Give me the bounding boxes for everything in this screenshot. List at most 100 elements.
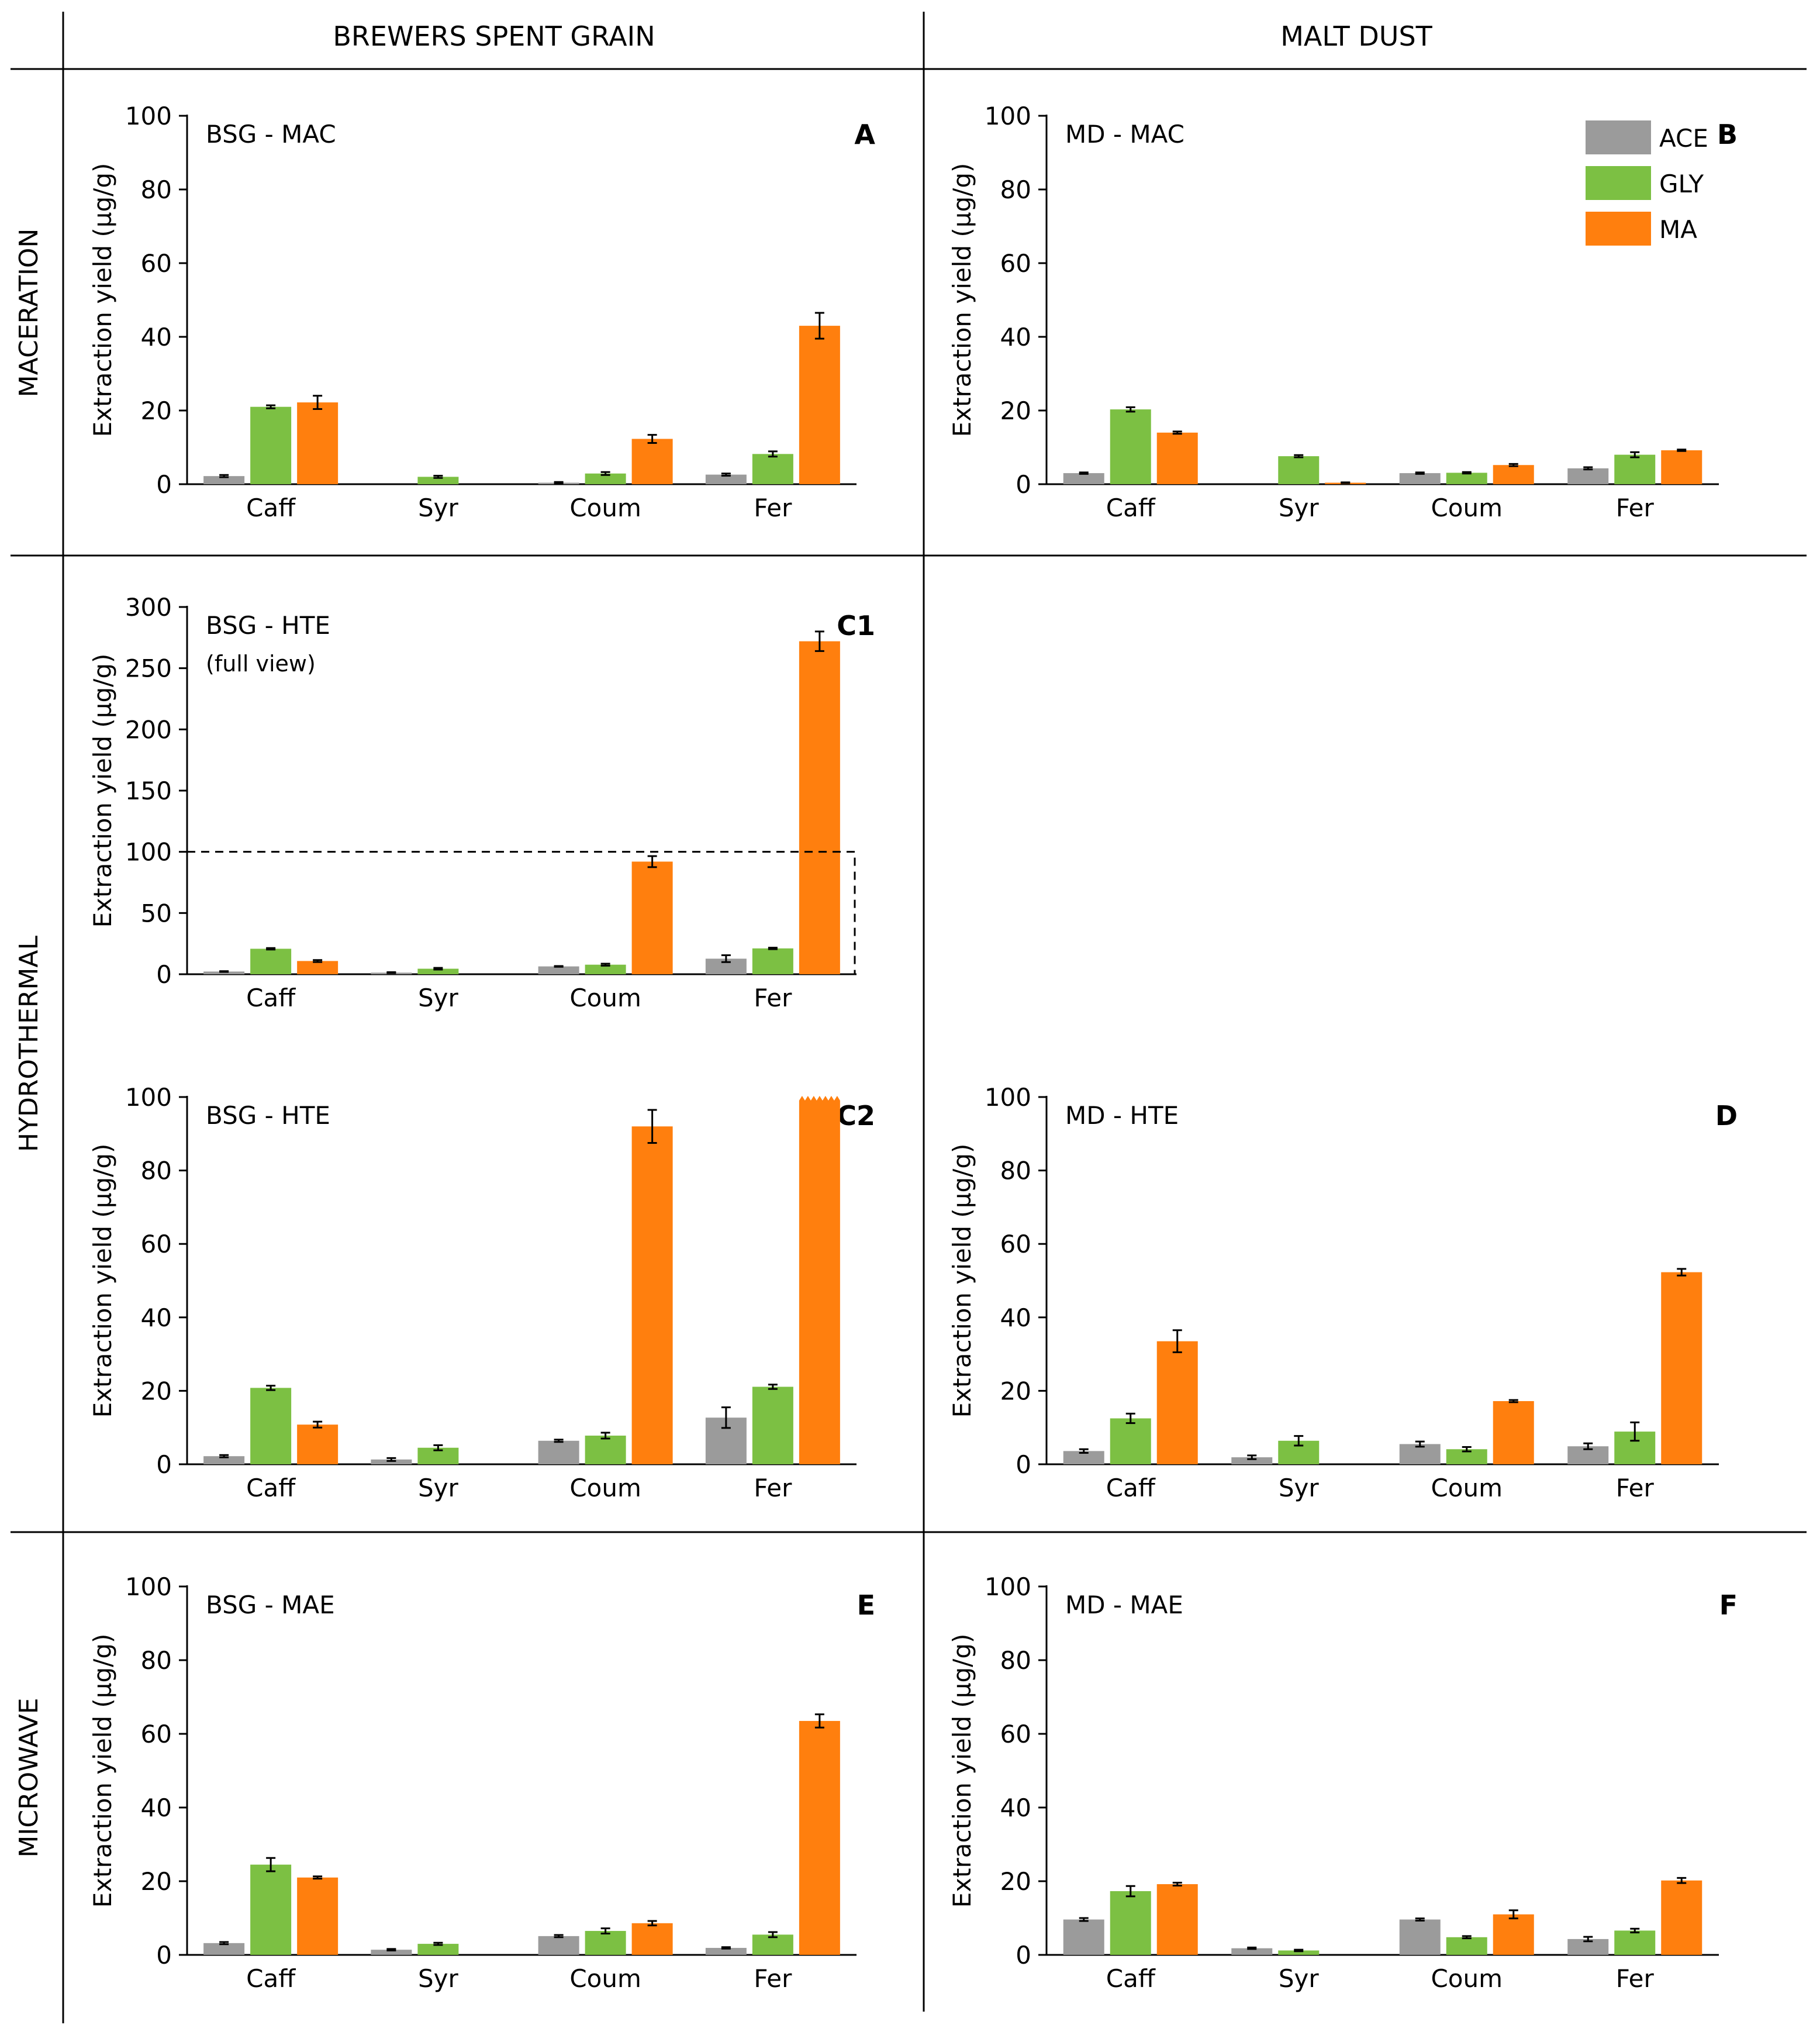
y-tick-label: 300 — [125, 593, 172, 622]
x-tick-label: Coum — [569, 984, 641, 1012]
x-tick-label: Syr — [1279, 494, 1320, 522]
error-bar — [647, 1920, 657, 1927]
bar-ace-caff — [1063, 1919, 1104, 1955]
chart-panel-B: 0 20 40 60 80 100 Extraction yield (µg/g) MD - … — [948, 102, 1738, 522]
error-bar — [1172, 430, 1182, 435]
error-bar — [554, 965, 564, 968]
error-bar — [1125, 406, 1135, 413]
bar-gly-syr — [417, 477, 459, 484]
bar-ma-coum — [631, 1126, 673, 1464]
error-bar — [554, 481, 564, 485]
chart-title: MD - HTE — [1065, 1101, 1179, 1130]
error-bar — [647, 1109, 657, 1144]
y-tick-label: 80 — [1000, 175, 1031, 204]
error-bar — [1508, 463, 1518, 467]
y-tick-label: 0 — [1016, 470, 1031, 499]
y-tick-label: 80 — [1000, 1157, 1031, 1185]
error-bar — [313, 1420, 323, 1429]
error-bar — [814, 630, 824, 652]
panel-label: F — [1719, 1589, 1738, 1621]
error-bar — [1630, 451, 1640, 458]
y-tick-label: 100 — [985, 1572, 1031, 1601]
error-bar — [433, 475, 443, 479]
legend-label-gly: GLY — [1659, 170, 1704, 198]
x-tick-label: Fer — [754, 494, 792, 522]
error-bar — [1583, 466, 1593, 471]
y-tick-label: 200 — [125, 715, 172, 744]
bar-gly-caff — [1110, 1418, 1151, 1464]
x-tick-label: Coum — [569, 494, 641, 522]
bar-gly-fer — [752, 1386, 793, 1464]
error-bar — [1508, 1399, 1518, 1403]
chart-panel-D: 0 20 40 60 80 100 Extraction yield (µg/g) MD - … — [948, 1083, 1738, 1502]
chart-title: BSG - MAE — [206, 1591, 335, 1619]
y-tick-label: 80 — [141, 175, 172, 204]
y-tick-label: 100 — [985, 102, 1031, 130]
error-bar — [814, 312, 824, 340]
bar-gly-fer — [752, 454, 793, 484]
y-tick-label: 80 — [141, 1157, 172, 1185]
x-tick-label: Syr — [418, 1964, 459, 1993]
error-bar — [721, 472, 731, 477]
panel-label: C2 — [837, 1100, 875, 1132]
y-axis-label: Extraction yield (µg/g) — [88, 654, 117, 928]
bar-gly-fer — [1614, 454, 1656, 484]
y-tick-label: 250 — [125, 654, 172, 683]
y-tick-label: 100 — [125, 838, 172, 867]
y-tick-label: 100 — [125, 102, 172, 130]
y-tick-label: 40 — [1000, 323, 1031, 351]
x-tick-label: Fer — [1616, 1474, 1655, 1502]
bar-ace-coum — [538, 966, 579, 974]
bar-ace-coum — [1399, 1919, 1441, 1955]
y-axis-label: Extraction yield (µg/g) — [948, 163, 976, 437]
bar-ace-caff — [203, 476, 245, 484]
y-tick-label: 20 — [141, 1377, 172, 1405]
bar-gly-syr — [417, 1944, 459, 1955]
error-bar — [768, 947, 778, 950]
bar-ace-coum — [1399, 473, 1441, 484]
error-bar — [1415, 471, 1425, 475]
chart-panel-C1: 0 50 100 150 200 250 300 Extraction yield (µg/g… — [88, 593, 875, 1012]
error-bar — [313, 1875, 323, 1880]
x-tick-label: Caff — [1106, 1474, 1156, 1502]
error-bar — [768, 1931, 778, 1939]
x-tick-label: Syr — [418, 1474, 459, 1502]
bar-gly-caff — [250, 406, 292, 484]
bar-ma-coum — [1493, 1401, 1534, 1464]
panel-label: C1 — [837, 610, 875, 641]
bar-ma-fer — [799, 1720, 840, 1955]
chart-title: BSG - HTE — [206, 1101, 330, 1130]
error-bar — [1125, 1412, 1135, 1424]
x-tick-label: Coum — [1431, 1964, 1503, 1993]
error-bar — [1677, 1268, 1687, 1277]
y-tick-label: 0 — [156, 960, 172, 989]
error-bar — [647, 434, 657, 444]
x-tick-label: Fer — [1616, 1964, 1655, 1993]
error-bar — [721, 1406, 731, 1429]
error-bar — [313, 959, 323, 963]
column-header-0: BREWERS SPENT GRAIN — [333, 20, 655, 52]
x-tick-label: Coum — [569, 1474, 641, 1502]
panel-label: D — [1715, 1100, 1738, 1132]
bar-ma-caff — [1156, 432, 1198, 484]
error-bar — [1677, 449, 1687, 452]
error-bar — [1415, 1440, 1425, 1448]
bar-ma-coum — [631, 861, 673, 974]
y-tick-label: 20 — [141, 1867, 172, 1896]
error-bar — [647, 855, 657, 868]
error-bar — [1079, 471, 1089, 475]
y-tick-label: 80 — [1000, 1646, 1031, 1675]
error-bar — [1462, 471, 1472, 475]
chart-subtitle: (full view) — [206, 651, 316, 677]
bar-ma-fer — [1661, 1272, 1702, 1464]
bar-ace-caff — [203, 1943, 245, 1955]
error-bar — [1583, 1936, 1593, 1943]
error-bar — [386, 1948, 396, 1951]
x-tick-label: Syr — [418, 984, 459, 1012]
bar-ma-fer — [1661, 450, 1702, 484]
y-tick-label: 100 — [985, 1083, 1031, 1112]
error-bar — [1462, 1446, 1472, 1453]
bar-gly-caff — [250, 1864, 292, 1955]
x-tick-label: Syr — [1279, 1474, 1320, 1502]
y-tick-label: 40 — [141, 1793, 172, 1822]
